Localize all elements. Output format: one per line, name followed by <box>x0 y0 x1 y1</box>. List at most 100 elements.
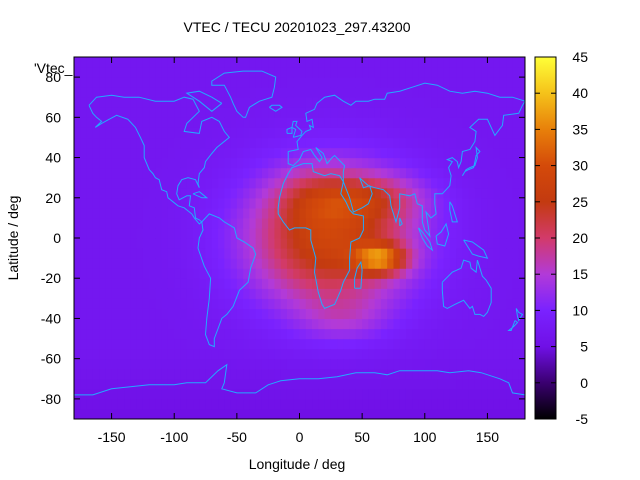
heatmap-cell <box>124 87 131 98</box>
heatmap-cell <box>149 238 157 249</box>
heatmap-cell <box>462 338 470 350</box>
coastline-greenland <box>211 70 277 118</box>
heatmap-cell <box>393 57 401 68</box>
heatmap-cell <box>249 348 257 360</box>
heatmap-cell <box>362 338 369 350</box>
heatmap-cell <box>80 288 88 299</box>
heatmap-cell <box>86 147 94 159</box>
heatmap-cell <box>456 238 463 249</box>
heatmap-cell <box>456 227 463 239</box>
heatmap-cell <box>355 67 363 78</box>
heatmap-cell <box>99 157 106 169</box>
heatmap-cell <box>136 288 144 299</box>
heatmap-cell <box>174 278 182 289</box>
heatmap-cell <box>405 298 413 309</box>
heatmap-cell <box>211 167 219 179</box>
heatmap-cell <box>293 87 301 98</box>
heatmap-cell <box>193 388 200 400</box>
heatmap-cell <box>437 57 445 68</box>
heatmap-cell <box>124 308 131 320</box>
heatmap-cell <box>374 197 382 209</box>
heatmap-cell <box>468 137 476 149</box>
heatmap-cell <box>211 157 219 169</box>
heatmap-cell <box>424 288 432 299</box>
heatmap-cell <box>249 248 257 259</box>
heatmap-cell <box>499 57 507 68</box>
heatmap-cell <box>92 187 100 199</box>
heatmap-cell <box>399 177 407 189</box>
heatmap-cell <box>431 288 438 299</box>
heatmap-cell <box>236 348 244 360</box>
heatmap-cell <box>368 318 376 330</box>
heatmap-cell <box>318 187 326 199</box>
heatmap-cell <box>117 137 125 149</box>
heatmap-cell <box>268 328 276 340</box>
heatmap-cell <box>92 338 100 350</box>
heatmap-cell <box>286 57 294 68</box>
heatmap-cell <box>86 77 94 88</box>
heatmap-cell <box>481 238 489 249</box>
heatmap-cell <box>261 298 269 309</box>
heatmap-cell <box>374 398 382 410</box>
heatmap-cell <box>124 348 131 360</box>
heatmap-cell <box>149 348 157 360</box>
heatmap-cell <box>86 398 94 410</box>
heatmap-cell <box>387 378 395 390</box>
heatmap-cell <box>180 137 188 149</box>
heatmap-cell <box>205 388 213 400</box>
heatmap-cell <box>437 77 445 88</box>
heatmap-cell <box>324 348 332 360</box>
heatmap-cell <box>186 278 194 289</box>
heatmap-cell <box>506 87 514 98</box>
heatmap-cell <box>268 288 276 299</box>
heatmap-cell <box>418 147 426 159</box>
heatmap-cell <box>312 147 319 159</box>
heatmap-cell <box>117 87 125 98</box>
heatmap-cell <box>418 227 426 239</box>
heatmap-cell <box>255 67 263 78</box>
heatmap-cell <box>462 328 470 340</box>
heatmap-cell <box>487 87 495 98</box>
heatmap-cell <box>142 398 150 410</box>
heatmap-cell <box>205 217 213 229</box>
heatmap-cell <box>387 137 395 149</box>
heatmap-cell <box>481 67 489 78</box>
heatmap-cell <box>167 187 175 199</box>
heatmap-cell <box>380 117 388 128</box>
heatmap-cell <box>117 67 125 78</box>
heatmap-cell <box>186 258 194 269</box>
heatmap-cell <box>293 308 301 320</box>
heatmap-cell <box>255 197 263 209</box>
heatmap-cell <box>286 268 294 279</box>
heatmap-cell <box>518 87 525 98</box>
heatmap-cell <box>243 318 250 330</box>
heatmap-cell <box>368 258 376 269</box>
heatmap-cell <box>343 207 351 219</box>
heatmap-cell <box>105 408 113 419</box>
heatmap-cell <box>412 308 420 320</box>
heatmap-cell <box>86 328 94 340</box>
heatmap-cell <box>255 137 263 149</box>
heatmap-cell <box>362 388 369 400</box>
heatmap-cell <box>312 368 319 380</box>
heatmap-cell <box>437 388 445 400</box>
heatmap-cell <box>293 57 301 68</box>
heatmap-cell <box>443 378 451 390</box>
heatmap-cell <box>399 137 407 149</box>
heatmap-cell <box>130 288 138 299</box>
heatmap-cell <box>393 248 401 259</box>
heatmap-cell <box>312 87 319 98</box>
heatmap-cell <box>193 398 200 410</box>
heatmap-cell <box>368 107 376 118</box>
heatmap-cell <box>443 227 451 239</box>
heatmap-cell <box>105 278 113 289</box>
heatmap-cell <box>393 97 401 108</box>
heatmap-cell <box>481 378 489 390</box>
heatmap-cell <box>193 298 200 309</box>
heatmap-cell <box>405 368 413 380</box>
heatmap-cell <box>431 57 438 68</box>
heatmap-cell <box>255 177 263 189</box>
heatmap-cell <box>155 177 163 189</box>
heatmap-cell <box>318 177 326 189</box>
heatmap-cell <box>431 67 438 78</box>
